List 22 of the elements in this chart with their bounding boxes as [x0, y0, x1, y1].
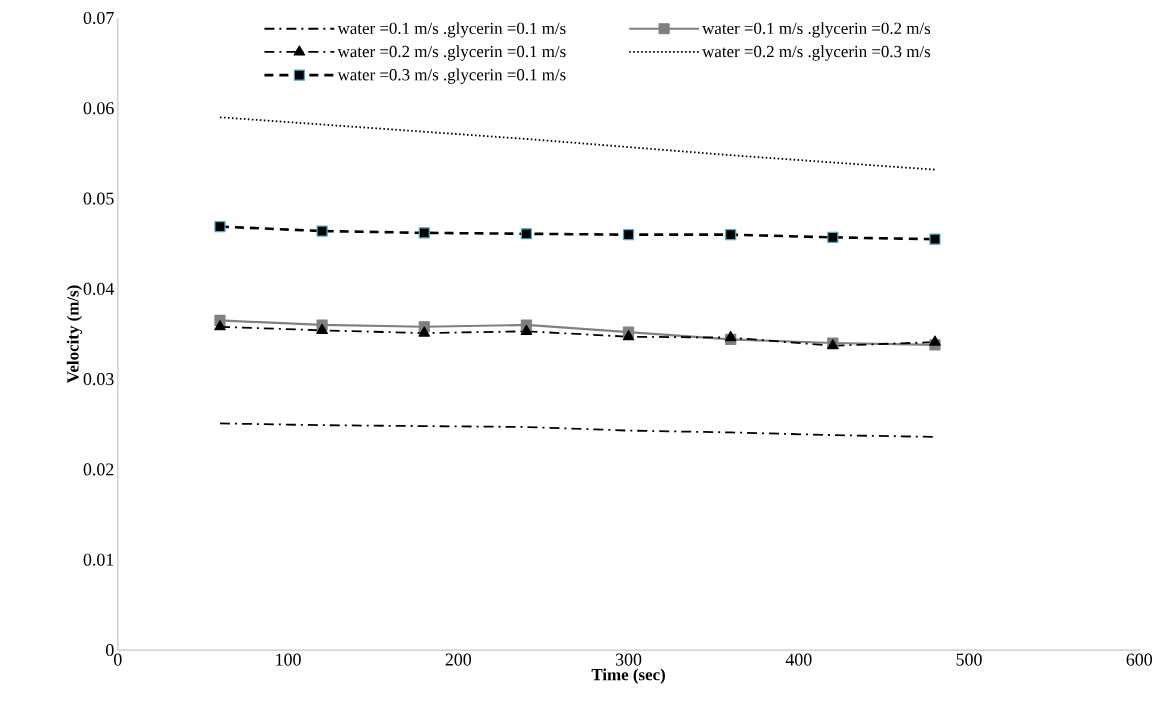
y-tick-label: 0: [106, 644, 114, 657]
x-tick-label: 100: [276, 653, 301, 666]
x-axis-title: Time (sec): [591, 668, 665, 684]
y-tick-label: 0.03: [83, 373, 114, 386]
x-tick-label: 500: [956, 653, 982, 666]
x-tick-label: 200: [445, 653, 472, 666]
y-tick-label: 0.06: [83, 102, 114, 115]
y-axis-title: Velocity (m/s): [66, 285, 83, 384]
legend-label: water =0.2 m/s .glycerin =0.3 m/s: [702, 45, 931, 61]
x-tick-label: 400: [785, 653, 812, 666]
x-tick-label: 600: [1126, 653, 1153, 666]
legend-label: water =0.1 m/s .glycerin =0.2 m/s: [702, 22, 931, 38]
y-tick-label: 0.04: [83, 282, 115, 295]
y-tick-label: 0.05: [83, 192, 114, 205]
legend-label: water =0.3 m/s .glycerin =0.1 m/s: [337, 68, 566, 84]
y-tick-label: 0.02: [83, 463, 114, 476]
x-tick-label: 0: [114, 653, 122, 666]
x-tick-label: 300: [615, 653, 642, 666]
legend-label: water =0.2 m/s .glycerin =0.1 m/s: [337, 45, 566, 61]
y-tick-label: 0.07: [83, 11, 114, 25]
y-tick-label: 0.01: [83, 553, 114, 566]
legend-label: water =0.1 m/s .glycerin =0.1 m/s: [337, 22, 566, 38]
